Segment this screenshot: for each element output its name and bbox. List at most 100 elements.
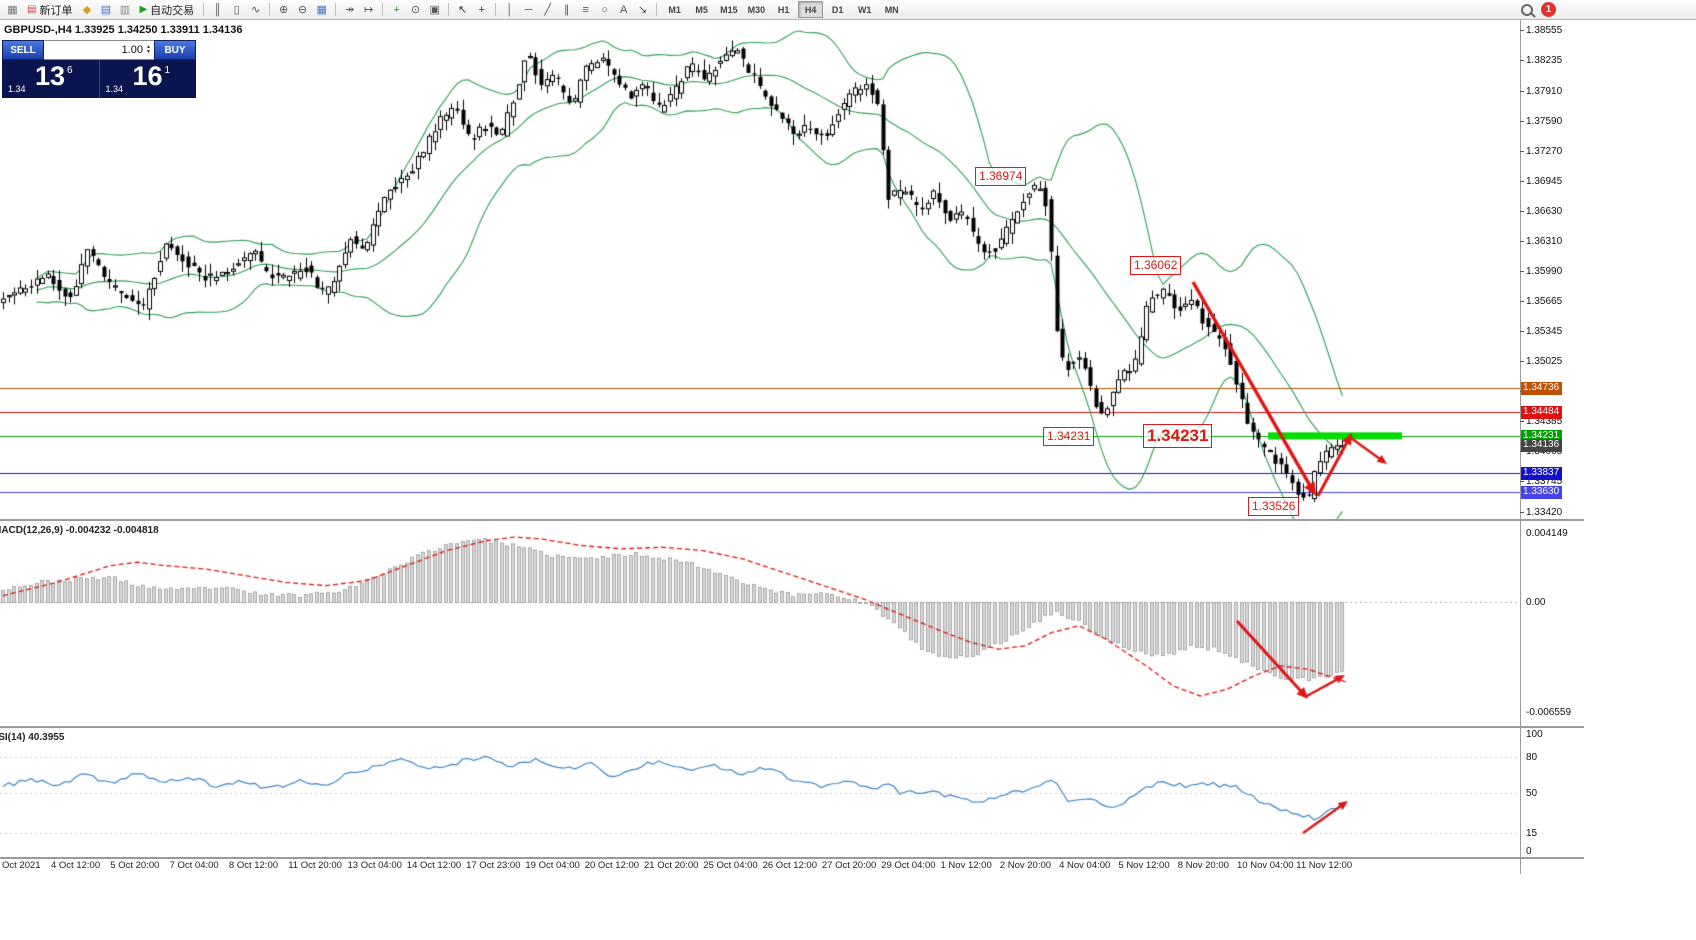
price-axis-tick xyxy=(1520,301,1524,302)
price-tag: 1.34136 xyxy=(1521,438,1563,452)
time-axis-label: 11 Oct 20:00 xyxy=(288,860,342,871)
sell-price-prefix: 1.34 xyxy=(8,84,26,94)
buy-button[interactable]: BUY xyxy=(154,40,196,60)
price-axis-label: 1.37910 xyxy=(1526,85,1563,97)
timeframe-button-h4[interactable]: H4 xyxy=(798,1,824,18)
indicators-icon[interactable]: + xyxy=(393,3,400,16)
time-axis-label: 4 Nov 04:00 xyxy=(1059,860,1111,871)
price-axis-tick xyxy=(1520,512,1524,513)
spinner-down-icon[interactable]: ▼ xyxy=(146,49,151,55)
price-axis-label: 1.36630 xyxy=(1526,205,1563,217)
trendline-icon[interactable]: ╱ xyxy=(544,4,551,16)
toolbar-separator xyxy=(495,3,497,16)
macd-axis-label: -0.006559 xyxy=(1526,707,1572,718)
time-axis-label: 13 Oct 04:00 xyxy=(347,860,402,871)
time-axis-label: 8 Nov 20:00 xyxy=(1177,860,1229,871)
zoom-in-icon[interactable]: ⊕ xyxy=(279,4,289,16)
spinner-up-icon[interactable]: ▲ xyxy=(146,44,151,50)
time-axis-label: 10 Nov 04:00 xyxy=(1237,860,1294,871)
time-axis-label: 1 Nov 12:00 xyxy=(940,860,992,871)
autotrading-button[interactable]: ▶ 自动交易 xyxy=(134,2,199,18)
price-axis-tick xyxy=(1520,181,1524,182)
text-icon[interactable]: A xyxy=(619,3,628,16)
bar-chart-icon[interactable]: ║ xyxy=(213,3,222,16)
price-axis-tick xyxy=(1520,151,1524,152)
price-axis-tick xyxy=(1520,331,1524,332)
price-axis-tick xyxy=(1520,91,1524,92)
toolbar-separator xyxy=(382,3,384,16)
vertical-line-icon[interactable]: │ xyxy=(506,3,514,16)
price-axis-label: 1.37270 xyxy=(1526,145,1563,157)
search-icon[interactable] xyxy=(1521,4,1533,16)
rsi-canvas[interactable] xyxy=(0,728,1520,857)
fibonacci-icon[interactable]: ≡ xyxy=(582,3,589,16)
line-chart-icon[interactable]: ∿ xyxy=(251,4,261,16)
price-axis-border[interactable] xyxy=(1520,20,1521,874)
timeframe-button-w1[interactable]: W1 xyxy=(857,4,872,15)
macd-indicator-label: MACD(12,26,9) -0.004232 -0.004818 xyxy=(0,525,159,536)
time-axis-label: 7 Oct 04:00 xyxy=(169,860,219,871)
timeframe-button-m15[interactable]: M15 xyxy=(720,4,738,15)
market-watch-icon[interactable]: ◆ xyxy=(82,4,92,16)
arrows-tool-icon[interactable]: ↘ xyxy=(638,4,648,16)
panel-divider[interactable] xyxy=(0,519,1584,521)
price-annotation[interactable]: 1.34231 xyxy=(1043,427,1095,446)
notification-badge[interactable]: 1 xyxy=(1541,2,1556,17)
volume-spinner[interactable]: ▲ ▼ xyxy=(146,45,151,55)
rsi-axis-label: 80 xyxy=(1526,752,1538,764)
main-chart-canvas[interactable] xyxy=(0,20,1520,519)
chart-window: GBPUSD-,H4 1.33925 1.34250 1.33911 1.341… xyxy=(0,20,1696,940)
timeframe-button-m30[interactable]: M30 xyxy=(747,4,766,15)
zoom-out-icon[interactable]: ⊖ xyxy=(298,4,308,16)
templates-icon[interactable]: ▣ xyxy=(429,4,440,16)
timeframe-button-m5[interactable]: M5 xyxy=(695,4,708,15)
price-annotation[interactable]: 1.33526 xyxy=(1248,497,1300,516)
price-annotation[interactable]: 1.34231 xyxy=(1143,424,1213,448)
price-axis-label: 1.33745 xyxy=(1526,476,1563,488)
price-tag: 1.34484 xyxy=(1521,406,1563,420)
price-tag: 1.33630 xyxy=(1521,486,1563,500)
order-ticket-icon: ▤ xyxy=(27,4,37,15)
time-axis-label: 29 Oct 04:00 xyxy=(881,860,936,871)
timeframe-button-mn[interactable]: MN xyxy=(884,4,899,15)
price-annotation[interactable]: 1.36062 xyxy=(1130,256,1182,275)
crosshair-icon[interactable]: + xyxy=(478,3,485,16)
volume-input[interactable]: 1.00 ▲ ▼ xyxy=(44,40,154,60)
time-axis-label: 19 Oct 04:00 xyxy=(525,860,580,871)
new-chart-icon[interactable]: ▦ xyxy=(7,4,18,16)
price-annotation[interactable]: 1.36974 xyxy=(975,167,1027,186)
cursor-icon[interactable]: ↖ xyxy=(458,4,468,16)
periods-icon[interactable]: ⊙ xyxy=(411,4,421,16)
macd-canvas[interactable] xyxy=(0,521,1520,726)
timeframe-button-m1[interactable]: M1 xyxy=(668,4,681,15)
time-axis-label: 17 Oct 23:00 xyxy=(466,860,521,871)
price-axis-tick xyxy=(1520,481,1524,482)
equidistant-channel-icon[interactable]: ∥ xyxy=(563,4,570,16)
sell-price-display[interactable]: 1.34 13 6 xyxy=(2,60,99,98)
buy-price-display[interactable]: 1.34 16 1 xyxy=(98,60,197,98)
data-window-icon[interactable]: ▤ xyxy=(100,4,112,16)
rsi-axis-label: 100 xyxy=(1526,729,1543,740)
time-axis-label: 14 Oct 12:00 xyxy=(406,860,462,871)
time-axis-label: Oct 2021 xyxy=(2,860,41,871)
sell-button[interactable]: SELL xyxy=(2,40,44,60)
panel-divider[interactable] xyxy=(0,726,1584,728)
rsi-axis-label: 0 xyxy=(1526,846,1532,857)
time-axis-label: 20 Oct 12:00 xyxy=(584,860,640,871)
timeframe-button-h1[interactable]: H1 xyxy=(777,4,790,15)
horizontal-line-icon[interactable]: ─ xyxy=(524,3,533,16)
new-order-button[interactable]: ▤ 新订单 xyxy=(22,2,77,18)
panel-divider[interactable] xyxy=(0,857,1584,859)
timeframe-button-d1[interactable]: D1 xyxy=(831,4,844,15)
time-axis-label: 5 Nov 12:00 xyxy=(1118,860,1170,871)
chart-shift-icon[interactable]: ↦ xyxy=(364,4,374,16)
navigator-icon[interactable]: ▥ xyxy=(119,4,131,16)
candlestick-chart-icon[interactable]: ▯ xyxy=(233,4,240,16)
tile-windows-icon[interactable]: ▦ xyxy=(316,4,327,16)
price-axis-tick xyxy=(1520,421,1524,422)
time-axis-label: 21 Oct 20:00 xyxy=(644,860,699,871)
volume-value: 1.00 xyxy=(121,44,144,56)
shapes-icon[interactable]: ○ xyxy=(601,3,608,16)
price-axis-label: 1.35345 xyxy=(1526,326,1563,338)
auto-scroll-icon[interactable]: ↠ xyxy=(345,4,355,16)
